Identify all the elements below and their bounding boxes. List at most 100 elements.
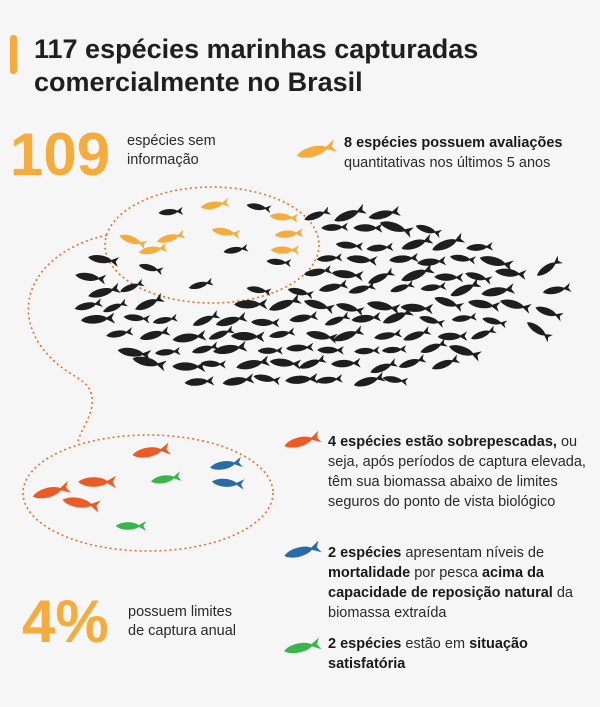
dark-fish bbox=[467, 296, 501, 313]
dark-fish bbox=[123, 312, 151, 324]
yellow-fish bbox=[117, 231, 148, 250]
dark-fish bbox=[400, 301, 434, 315]
dark-fish bbox=[331, 267, 364, 282]
dark-fish bbox=[158, 206, 184, 217]
orange-note: 4 espécies estão sobrepescadas, ou seja,… bbox=[328, 434, 586, 510]
dark-fish bbox=[432, 293, 465, 313]
dark-fish bbox=[323, 311, 351, 329]
blue-fish bbox=[211, 476, 245, 490]
dark-fish bbox=[200, 359, 227, 369]
connector-curve bbox=[27, 234, 108, 443]
stat-4pct-label: possuem limites de captura anual bbox=[128, 604, 237, 639]
dark-fish bbox=[221, 373, 255, 389]
dark-fish bbox=[350, 311, 382, 325]
dark-fish bbox=[388, 252, 419, 265]
dark-fish bbox=[330, 358, 361, 369]
dark-fish bbox=[315, 374, 343, 386]
dark-fish bbox=[416, 256, 447, 268]
fish-icon-orange bbox=[282, 430, 322, 452]
dark-fish bbox=[418, 338, 448, 357]
dark-fish bbox=[316, 253, 343, 264]
dark-fish bbox=[171, 329, 207, 346]
orange-fish bbox=[61, 493, 101, 513]
dark-fish bbox=[397, 353, 427, 372]
dark-fish bbox=[401, 326, 432, 345]
green-fish bbox=[150, 471, 182, 487]
dark-fish bbox=[321, 222, 349, 233]
dark-fish bbox=[302, 206, 332, 224]
dark-fish bbox=[353, 223, 383, 233]
dark-fish bbox=[285, 342, 314, 354]
dark-fish bbox=[420, 281, 447, 294]
dark-fish bbox=[133, 292, 165, 315]
dark-fish bbox=[297, 354, 327, 373]
yellow-fish bbox=[270, 245, 299, 255]
dark-fish bbox=[437, 331, 468, 342]
dark-fish bbox=[498, 296, 532, 314]
dark-fish bbox=[250, 317, 280, 328]
dark-fish bbox=[73, 298, 103, 314]
dark-fish bbox=[373, 328, 403, 343]
dark-fish bbox=[430, 232, 466, 255]
stat-109-number: 109 bbox=[10, 121, 111, 188]
yellow-note: 8 espécies possuem avaliações quantitativ… bbox=[344, 135, 563, 171]
dark-fish-school bbox=[73, 201, 572, 391]
dark-fish bbox=[118, 278, 145, 296]
dark-fish bbox=[86, 282, 121, 302]
dark-fish bbox=[449, 252, 477, 265]
dark-fish bbox=[478, 252, 514, 272]
highlight-fish-group bbox=[31, 442, 245, 531]
yellow-fish-group bbox=[117, 197, 304, 257]
dark-fish bbox=[267, 293, 302, 315]
dark-fish bbox=[334, 299, 365, 317]
dark-fish bbox=[381, 344, 407, 355]
blue-note: 2 espécies apresentam níveis de mortalid… bbox=[328, 545, 574, 621]
dark-fish bbox=[382, 373, 409, 386]
dark-fish bbox=[480, 283, 516, 300]
dark-fish bbox=[235, 355, 271, 373]
dark-fish bbox=[80, 312, 116, 326]
dark-fish bbox=[172, 360, 206, 373]
dark-fish bbox=[332, 203, 367, 226]
dark-fish bbox=[494, 266, 527, 280]
title-accent-bar bbox=[10, 35, 17, 74]
dark-fish bbox=[105, 327, 134, 341]
fish-icon-blue bbox=[282, 540, 322, 562]
dark-fish bbox=[268, 327, 296, 341]
green-fish bbox=[115, 521, 146, 531]
dark-fish bbox=[451, 312, 477, 324]
yellow-fish bbox=[155, 229, 186, 246]
dark-fish bbox=[302, 296, 336, 315]
dark-fish bbox=[534, 255, 563, 280]
dark-fish bbox=[288, 311, 319, 325]
green-note: 2 espécies estão em situação satisfatóri… bbox=[328, 636, 528, 672]
dark-fish bbox=[138, 326, 171, 344]
blue-fish bbox=[209, 456, 243, 473]
yellow-fish bbox=[200, 197, 230, 212]
dark-fish bbox=[464, 269, 493, 285]
dark-fish bbox=[465, 242, 494, 253]
dark-fish bbox=[187, 277, 214, 292]
dark-fish bbox=[184, 375, 215, 388]
dark-fish bbox=[366, 242, 394, 254]
dark-fish bbox=[207, 325, 236, 343]
yellow-fish bbox=[269, 211, 299, 223]
dark-fish bbox=[533, 303, 564, 322]
dark-fish bbox=[305, 328, 338, 344]
dark-fish bbox=[101, 298, 129, 316]
dark-fish bbox=[74, 270, 107, 285]
dark-fish bbox=[252, 371, 281, 386]
dark-fish bbox=[190, 341, 220, 357]
dark-fish bbox=[154, 346, 181, 358]
dark-fish bbox=[269, 356, 302, 370]
dark-fish bbox=[352, 371, 386, 391]
dark-fish bbox=[389, 280, 415, 296]
dark-fish bbox=[399, 233, 434, 254]
dark-fish bbox=[524, 318, 553, 343]
dark-fish bbox=[257, 346, 283, 355]
dark-fish bbox=[368, 358, 399, 377]
dark-fish bbox=[152, 313, 178, 327]
dark-fish bbox=[469, 325, 497, 343]
dark-fish bbox=[414, 221, 443, 239]
